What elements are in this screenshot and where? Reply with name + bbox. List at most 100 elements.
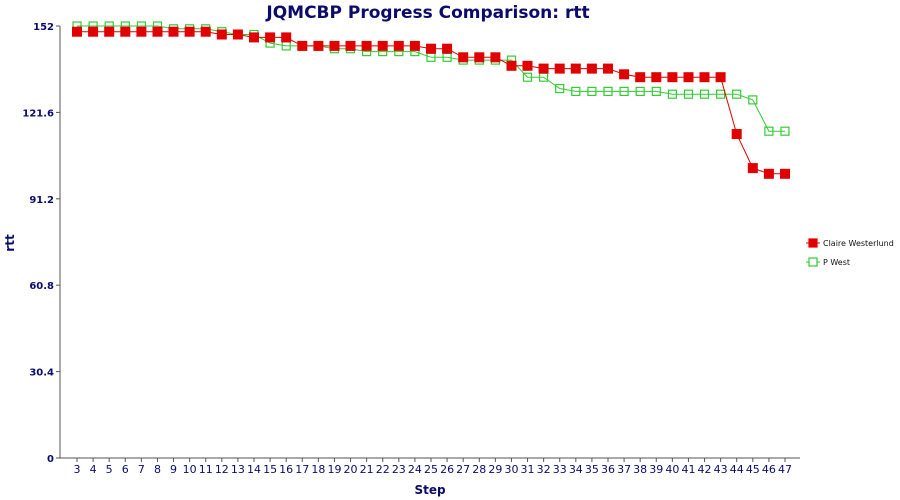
data-point [393, 40, 404, 51]
data-point [361, 40, 372, 51]
data-point [683, 72, 694, 83]
x-tick-label: 21 [360, 463, 374, 476]
data-point [409, 40, 420, 51]
x-tick-label: 8 [154, 463, 161, 476]
data-point [603, 86, 613, 97]
x-tick-label: 12 [215, 463, 229, 476]
data-point [88, 26, 99, 37]
x-tick-label: 3 [74, 463, 81, 476]
x-tick-label: 20 [344, 463, 358, 476]
data-point [587, 86, 597, 97]
data-point [780, 168, 790, 179]
y-tick-label: 91.2 [29, 195, 54, 206]
x-tick-label: 6 [122, 463, 129, 476]
data-point [651, 86, 661, 97]
legend: Claire Westerlund P West [806, 238, 894, 267]
x-tick-label: 4 [90, 463, 97, 476]
data-point [731, 129, 742, 139]
x-tick-label: 38 [633, 463, 647, 476]
data-point [603, 63, 613, 74]
data-point [265, 32, 276, 43]
y-axis-label: rtt [3, 234, 17, 252]
series-group [72, 21, 790, 179]
data-point [538, 63, 549, 74]
data-point [104, 26, 115, 37]
x-tick-label: 36 [601, 463, 615, 476]
data-point [715, 89, 726, 99]
y-tick-label: 60.8 [29, 281, 54, 292]
data-point [570, 63, 581, 74]
data-point [683, 89, 694, 99]
x-ticks: 3 4 5 6 7 8 9 10 11 12 13 14 15 16 17 18 19 20 21 22 23 24 25 2… [74, 458, 792, 476]
data-point [764, 126, 774, 136]
x-tick-label: 37 [617, 463, 631, 476]
data-point [554, 63, 565, 74]
x-tick-label: 16 [279, 463, 293, 476]
data-point [619, 86, 629, 97]
chart-title: JQMCBP Progress Comparison: rtt [265, 3, 589, 23]
data-point [474, 52, 485, 63]
x-tick-label: 22 [376, 463, 390, 476]
data-point [329, 40, 340, 51]
data-point [763, 168, 774, 179]
x-tick-label: 47 [778, 463, 792, 476]
x-tick-label: 27 [456, 463, 470, 476]
x-tick-label: 11 [199, 463, 213, 476]
x-tick-label: 23 [392, 463, 406, 476]
data-point [168, 26, 179, 37]
data-point [619, 69, 630, 80]
data-point [651, 72, 662, 83]
x-tick-label: 25 [424, 463, 438, 476]
x-tick-label: 31 [521, 463, 535, 476]
data-point [200, 26, 211, 37]
data-point [426, 43, 436, 54]
data-point [313, 40, 324, 51]
x-tick-label: 19 [327, 463, 341, 476]
legend-label: Claire Westerlund [823, 239, 894, 248]
y-ticks: 0 30.4 60.8 91.2 121.6 152 [22, 22, 60, 465]
data-point [780, 126, 790, 136]
series-line [77, 25, 785, 132]
x-tick-label: 30 [504, 463, 518, 476]
data-point [281, 32, 292, 43]
data-point [458, 52, 469, 63]
y-tick-label: 0 [47, 454, 54, 465]
data-point [377, 40, 388, 51]
data-point [747, 163, 758, 174]
x-tick-label: 24 [408, 463, 422, 476]
data-point [732, 89, 742, 99]
data-point [490, 52, 501, 63]
x-tick-label: 10 [183, 463, 197, 476]
data-point [522, 72, 533, 82]
data-point [506, 60, 517, 71]
legend-label: P West [823, 258, 850, 267]
y-tick-label: 121.6 [22, 108, 54, 119]
data-point [555, 83, 565, 94]
data-point [667, 89, 678, 99]
x-tick-label: 34 [569, 463, 583, 476]
x-tick-label: 28 [472, 463, 486, 476]
data-point [152, 26, 163, 37]
x-tick-label: 43 [714, 463, 728, 476]
x-tick-label: 45 [746, 463, 760, 476]
x-tick-label: 7 [138, 463, 145, 476]
x-tick-label: 33 [553, 463, 567, 476]
legend-marker [808, 238, 818, 248]
x-tick-label: 39 [649, 463, 663, 476]
data-point [216, 29, 227, 40]
data-point [586, 63, 597, 74]
x-tick-label: 5 [106, 463, 113, 476]
data-point [232, 29, 243, 40]
data-point [136, 26, 147, 37]
x-tick-label: 35 [585, 463, 599, 476]
x-tick-label: 17 [295, 463, 309, 476]
data-point [184, 26, 195, 37]
x-axis-label: Step [414, 483, 446, 497]
data-point [345, 40, 356, 51]
x-tick-label: 13 [231, 463, 245, 476]
x-tick-label: 41 [681, 463, 695, 476]
x-tick-label: 46 [762, 463, 776, 476]
data-point [635, 86, 645, 97]
x-tick-label: 15 [263, 463, 277, 476]
